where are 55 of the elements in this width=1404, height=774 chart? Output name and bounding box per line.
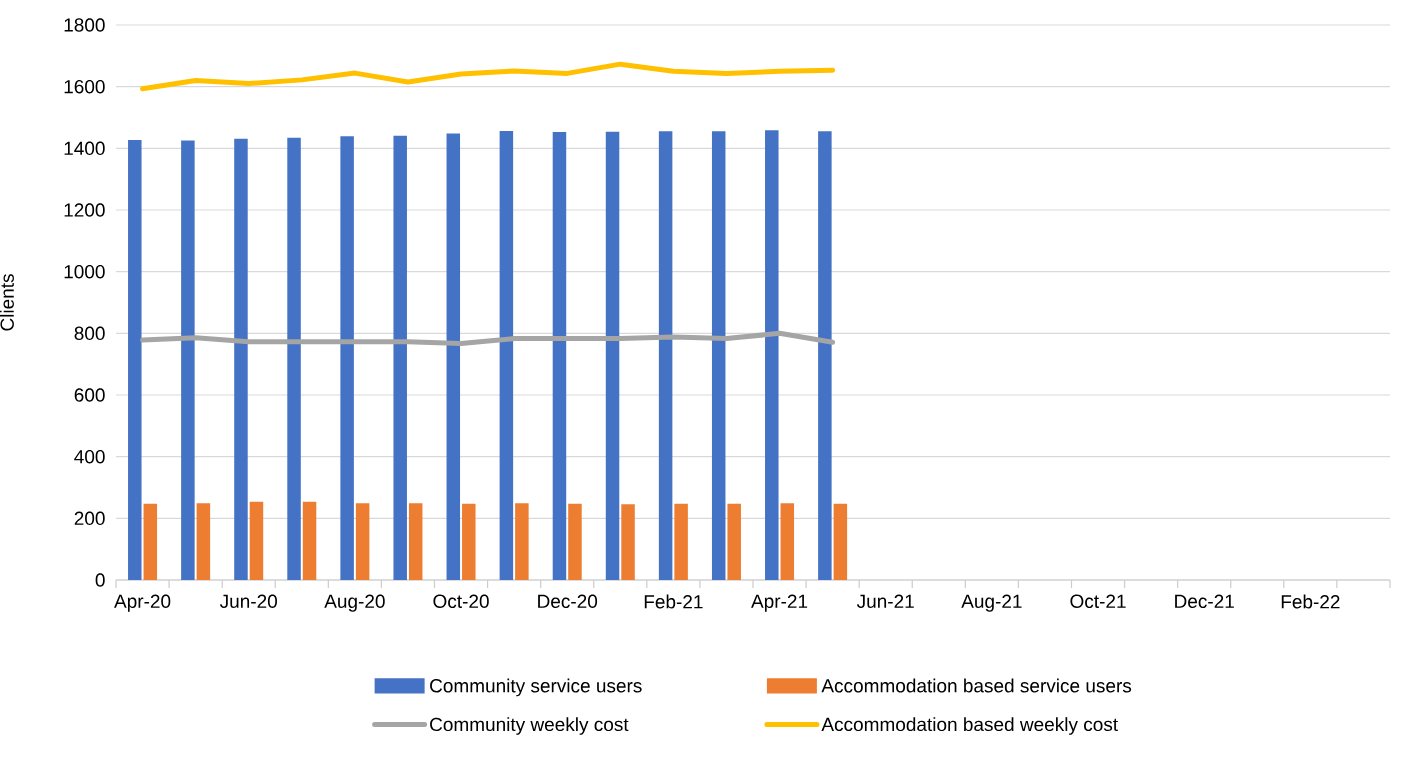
x-tick-label: Apr-20 <box>114 594 171 612</box>
x-tick-label: Jun-20 <box>219 594 277 608</box>
y-tick-label: 1400 <box>64 141 105 156</box>
bar <box>658 131 673 580</box>
bar <box>674 503 688 580</box>
bar <box>249 501 264 580</box>
bar <box>128 140 142 580</box>
legend-label: Accommodation based weekly cost <box>821 717 1118 735</box>
y-tick-label: 1000 <box>64 264 105 279</box>
y-tick-label: 600 <box>74 388 105 402</box>
bar <box>780 503 795 580</box>
bar <box>765 130 779 580</box>
y-axis-title: Clients <box>0 274 14 331</box>
bar <box>196 503 211 580</box>
bar <box>287 137 301 580</box>
x-tick-label: Dec-20 <box>538 594 598 608</box>
bar <box>499 131 514 580</box>
x-tick-label: Feb-22 <box>1281 594 1340 609</box>
y-tick-label: 200 <box>74 511 105 526</box>
bar <box>727 503 741 580</box>
x-tick-label: Oct-21 <box>1070 594 1126 608</box>
x-tick-label: Aug-21 <box>961 594 1022 612</box>
bar <box>462 503 476 580</box>
y-tick-label: 1600 <box>64 79 105 94</box>
y-tick-label: 800 <box>74 326 105 341</box>
x-tick-label: Jun-21 <box>856 594 914 608</box>
bar <box>355 503 370 580</box>
y-tick-label: 400 <box>74 449 105 464</box>
x-tick-label: Oct-20 <box>433 594 489 608</box>
bar <box>568 503 582 580</box>
bar <box>446 133 461 580</box>
bar <box>181 140 195 580</box>
bar <box>302 501 317 580</box>
legend-label: Community weekly cost <box>430 717 629 735</box>
bar <box>833 503 848 580</box>
bar <box>711 131 726 580</box>
legend-label: Accommodation based service users <box>821 678 1132 693</box>
bar <box>605 131 620 580</box>
y-tick-label: 1200 <box>64 203 105 217</box>
bar <box>818 131 832 580</box>
x-tick-label: Dec-21 <box>1175 594 1234 608</box>
bar <box>621 504 635 580</box>
bar <box>515 503 529 580</box>
y-tick-label: 1800 <box>64 18 105 32</box>
bar <box>234 138 248 580</box>
bar <box>393 135 407 580</box>
legend-label: Community service users <box>430 678 642 697</box>
bar <box>143 503 158 580</box>
x-tick-label: Aug-20 <box>324 594 385 612</box>
bar <box>552 131 567 580</box>
bar <box>340 136 354 580</box>
y-tick-label: 0 <box>95 573 105 587</box>
bar <box>408 503 423 580</box>
x-tick-label: Apr-21 <box>751 594 808 612</box>
x-tick-label: Feb-21 <box>644 594 703 609</box>
